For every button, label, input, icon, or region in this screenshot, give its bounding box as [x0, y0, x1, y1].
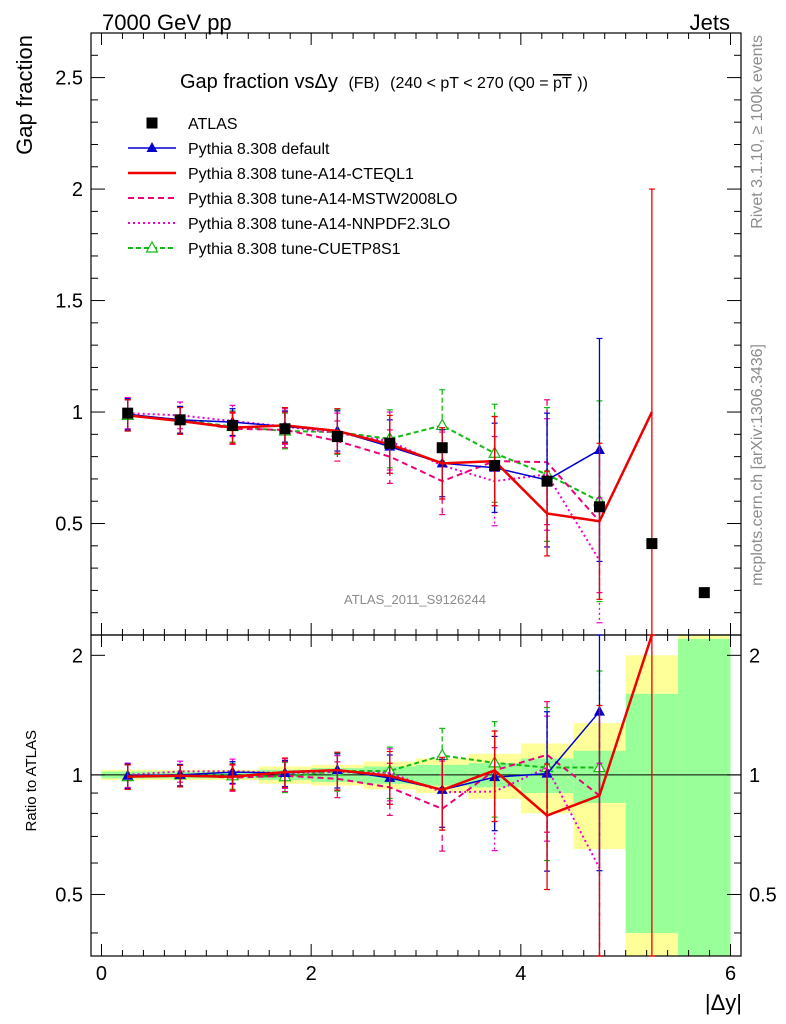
reference-point	[489, 460, 501, 472]
y-tick-label-top: 1	[72, 402, 83, 424]
legend-marker-reference	[146, 117, 158, 129]
series-3	[124, 396, 603, 957]
chart-title-q0: pT	[553, 75, 572, 92]
legend-entry-3: Pythia 8.308 tune-A14-NNPDF2.3LO	[128, 216, 450, 233]
chart-title-close: ))	[577, 75, 588, 92]
reference-point	[174, 414, 186, 426]
y-axis-label-bottom: Ratio to ATLAS	[23, 730, 40, 831]
y-tick-label-bottom-right: 0.5	[749, 884, 777, 906]
chart-title-range: (240 < pT < 270 (Q0 =	[390, 75, 553, 92]
reference-point	[122, 407, 134, 419]
reference-point	[331, 431, 343, 443]
axis-ticks: 0 2 4 6 0.5 1 1.5 2 2.5 0.5 0.5 1 1 2 2	[55, 33, 777, 985]
legend-label-reference: ATLAS	[188, 116, 238, 133]
header-left: 7000 GeV pp	[102, 10, 232, 35]
header-right: Jets	[690, 10, 730, 35]
reference-point	[541, 475, 553, 487]
legend-label: Pythia 8.308 tune-A14-CTEQL1	[188, 166, 414, 183]
series-line-ratio	[127, 754, 600, 778]
legend-label: Pythia 8.308 tune-A14-NNPDF2.3LO	[188, 216, 450, 233]
y-tick-label-top: 2	[72, 179, 83, 201]
series-2	[124, 399, 603, 957]
reference-point	[279, 423, 291, 435]
y-tick-label-top: 1.5	[55, 291, 83, 313]
series-4	[121, 389, 606, 957]
legend-entry-4: Pythia 8.308 tune-CUETP8S1	[128, 240, 401, 258]
y-tick-label-top: 2.5	[55, 68, 83, 90]
watermark: ATLAS_2011_S9126244	[344, 592, 486, 607]
ratio-band-inner	[678, 638, 731, 956]
chart-title-tag: (FB)	[348, 75, 379, 92]
y-tick-label-bottom-left: 2	[72, 645, 83, 667]
legend: ATLAS Pythia 8.308 default Pythia 8.308 tu…	[128, 116, 457, 258]
legend-entry-1: Pythia 8.308 tune-A14-CTEQL1	[128, 166, 414, 183]
legend-entry-2: Pythia 8.308 tune-A14-MSTW2008LO	[128, 191, 457, 208]
legend-entry-0: Pythia 8.308 default	[128, 141, 330, 158]
y-tick-label-top: 0.5	[55, 514, 83, 536]
x-tick-label: 0	[96, 963, 107, 985]
chart-title: Gap fraction vsΔy (FB) (240 < pT < 270 (…	[180, 71, 588, 93]
side-label-rivet: Rivet 3.1.10, ≥ 100k events	[749, 35, 766, 229]
y-axis-label-top: Gap fraction	[12, 35, 37, 155]
series-line-top	[127, 414, 600, 503]
series-line-ratio	[127, 753, 601, 810]
chart-title-main: Gap fraction vsΔy	[180, 71, 338, 93]
reference-point	[227, 419, 239, 431]
data-series	[121, 188, 710, 957]
legend-entry-reference: ATLAS	[146, 116, 238, 133]
series-line-top	[127, 414, 601, 522]
series-marker	[145, 240, 159, 253]
x-tick-label: 4	[515, 963, 526, 985]
y-tick-label-bottom-right: 1	[749, 765, 760, 787]
side-label-mcplots: mcplots.cern.ch [arXiv:1306.3436]	[749, 344, 766, 586]
reference-point	[593, 501, 605, 513]
x-axis-label: |Δy|	[705, 990, 742, 1015]
reference-point	[384, 437, 396, 449]
legend-label: Pythia 8.308 default	[188, 141, 330, 158]
x-tick-label: 6	[725, 963, 736, 985]
legend-label: Pythia 8.308 tune-CUETP8S1	[188, 241, 401, 258]
series-marker	[146, 142, 158, 152]
legend-label: Pythia 8.308 tune-A14-MSTW2008LO	[188, 191, 457, 208]
y-tick-label-bottom-left: 1	[72, 765, 83, 787]
y-tick-label-bottom-right: 2	[749, 645, 760, 667]
x-tick-label: 2	[306, 963, 317, 985]
y-tick-label-bottom-left: 0.5	[55, 884, 83, 906]
reference-point	[646, 538, 658, 550]
reference-point	[436, 442, 448, 454]
reference-point	[698, 587, 710, 599]
